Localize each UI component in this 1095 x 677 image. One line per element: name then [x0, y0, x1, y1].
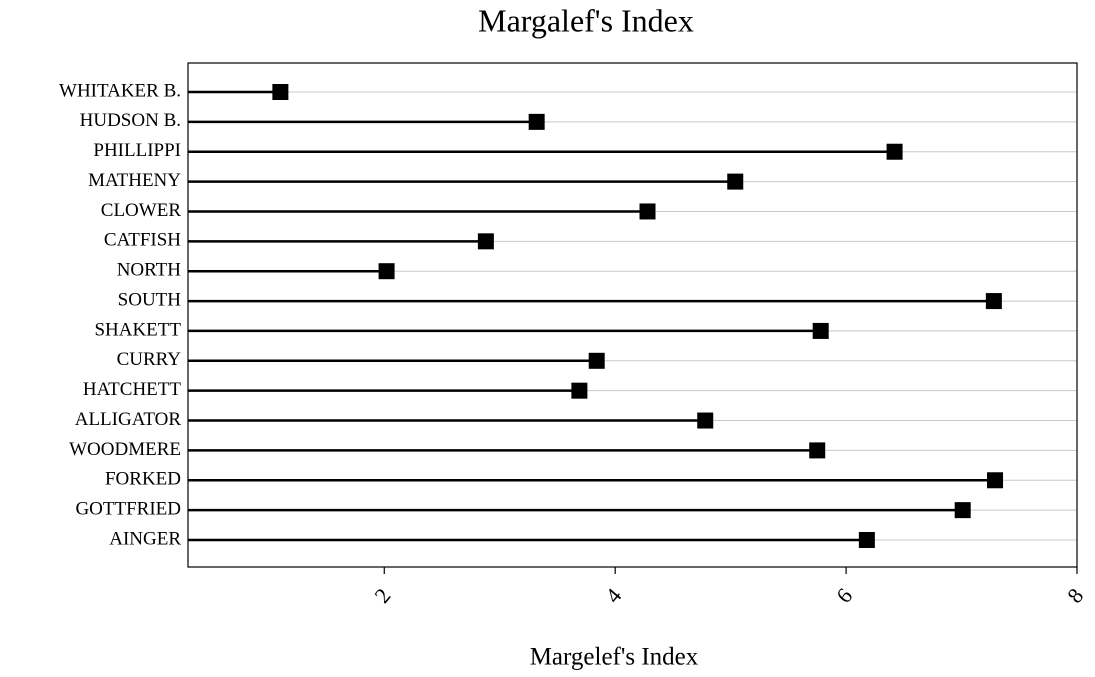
- y-tick-label: PHILLIPPI: [93, 140, 181, 161]
- y-tick-label: SHAKETT: [94, 319, 181, 340]
- y-tick-label: AINGER: [109, 528, 181, 549]
- chart-title: Margalef's Index: [478, 2, 694, 38]
- y-tick-label: HATCHETT: [83, 379, 182, 400]
- marker: [639, 203, 656, 220]
- marker: [571, 382, 588, 399]
- y-tick-label: HUDSON B.: [80, 110, 181, 131]
- x-tick-label: 4: [600, 583, 626, 607]
- marker: [697, 412, 714, 429]
- x-axis-label: Margelef's Index: [530, 644, 699, 671]
- marker: [954, 502, 971, 519]
- x-tick-label: 6: [831, 583, 857, 607]
- x-tick-label: 2: [369, 583, 395, 607]
- marker: [378, 263, 395, 280]
- marker: [727, 173, 744, 190]
- marker: [886, 143, 903, 160]
- marker: [812, 322, 829, 339]
- marker: [809, 442, 826, 459]
- marker: [985, 293, 1002, 310]
- marker: [272, 84, 289, 100]
- marker: [858, 532, 875, 548]
- marker: [588, 352, 605, 369]
- marker: [477, 233, 494, 250]
- y-tick-label: NORTH: [117, 260, 182, 281]
- y-tick-label: GOTTFRIED: [75, 498, 181, 519]
- x-tick-label: 8: [1062, 583, 1088, 607]
- y-tick-label: CURRY: [117, 349, 182, 370]
- y-tick-label: FORKED: [105, 469, 181, 490]
- y-tick-label: WOODMERE: [69, 439, 181, 460]
- marker: [987, 472, 1004, 489]
- plot-frame: [187, 62, 1078, 568]
- y-tick-label: CLOWER: [101, 200, 182, 221]
- marker: [528, 113, 545, 130]
- y-tick-label: SOUTH: [118, 289, 182, 310]
- y-tick-label: WHITAKER B.: [59, 80, 181, 101]
- y-tick-label: MATHENY: [88, 170, 181, 191]
- y-tick-label: ALLIGATOR: [75, 409, 182, 430]
- y-tick-label: CATFISH: [104, 230, 181, 251]
